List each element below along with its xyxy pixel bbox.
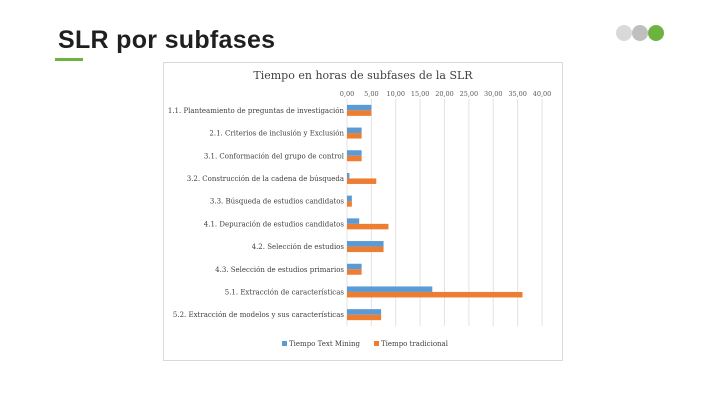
category-label: 2.1. Criterios de inclusión y Exclusión bbox=[209, 130, 344, 138]
category-label: 4.1. Depuración de estudios candidatos bbox=[204, 220, 345, 228]
legend-label: Tiempo tradicional bbox=[381, 340, 449, 348]
x-tick-label: 0,00 bbox=[340, 90, 354, 98]
bar-tradicional bbox=[347, 246, 384, 253]
bar-text-mining bbox=[347, 150, 362, 156]
bar-text-mining bbox=[347, 104, 372, 111]
bar-tradicional bbox=[347, 291, 523, 298]
category-label: 1.1. Planteamiento de preguntas de inves… bbox=[168, 107, 345, 115]
category-label: 3.2. Construcción de la cadena de búsque… bbox=[187, 175, 344, 183]
bar-text-mining bbox=[347, 172, 350, 179]
category-label: 3.3. Búsqueda de estudios candidatos bbox=[210, 198, 344, 206]
bar-tradicional bbox=[347, 110, 372, 116]
legend-swatch bbox=[374, 341, 379, 346]
bar-text-mining bbox=[347, 309, 382, 315]
chart-title: Tiempo en horas de subfases de la SLR bbox=[253, 69, 473, 82]
category-label: 4.2. Selección de estudios bbox=[252, 243, 345, 251]
category-label: 5.1. Extracción de características bbox=[225, 288, 345, 296]
chart-frame: Tiempo en horas de subfases de la SLR 0,0… bbox=[163, 62, 563, 361]
bar-tradicional bbox=[347, 223, 389, 230]
bar-tradicional bbox=[347, 178, 377, 184]
x-tick-label: 20,00 bbox=[435, 90, 454, 98]
nav-dot-previous[interactable] bbox=[616, 25, 632, 41]
x-tick-label: 10,00 bbox=[386, 90, 405, 98]
category-label: 5.2. Extracción de modelos y sus caracte… bbox=[173, 311, 345, 319]
x-tick-label: 5,00 bbox=[364, 90, 378, 98]
x-tick-label: 40,00 bbox=[533, 90, 552, 98]
legend-swatch bbox=[282, 341, 287, 346]
bar-tradicional bbox=[347, 314, 382, 321]
x-tick-label: 15,00 bbox=[411, 90, 430, 98]
title-accent-line bbox=[55, 58, 83, 61]
x-tick-label: 35,00 bbox=[508, 90, 527, 98]
nav-dot-next[interactable] bbox=[648, 25, 664, 41]
bar-text-mining bbox=[347, 127, 362, 134]
legend-label: Tiempo Text Mining bbox=[289, 340, 361, 348]
bar-text-mining bbox=[347, 195, 352, 202]
bar-tradicional bbox=[347, 155, 362, 162]
bar-chart: Tiempo en horas de subfases de la SLR 0,0… bbox=[168, 69, 552, 348]
bar-tradicional bbox=[347, 133, 362, 139]
bar-tradicional bbox=[347, 269, 362, 275]
bar-text-mining bbox=[347, 263, 362, 270]
bar-text-mining bbox=[347, 218, 360, 224]
category-label: 3.1. Conformación del grupo de control bbox=[204, 152, 345, 160]
slide-title: SLR por subfases bbox=[58, 26, 276, 54]
bar-tradicional bbox=[347, 201, 352, 207]
nav-dot-current[interactable] bbox=[632, 25, 648, 41]
category-label: 4.3. Selección de estudios primarios bbox=[215, 266, 344, 274]
bar-text-mining bbox=[347, 241, 384, 247]
x-tick-label: 25,00 bbox=[460, 90, 479, 98]
bar-text-mining bbox=[347, 286, 433, 292]
slide-nav-dots bbox=[616, 25, 666, 41]
x-tick-label: 30,00 bbox=[484, 90, 503, 98]
